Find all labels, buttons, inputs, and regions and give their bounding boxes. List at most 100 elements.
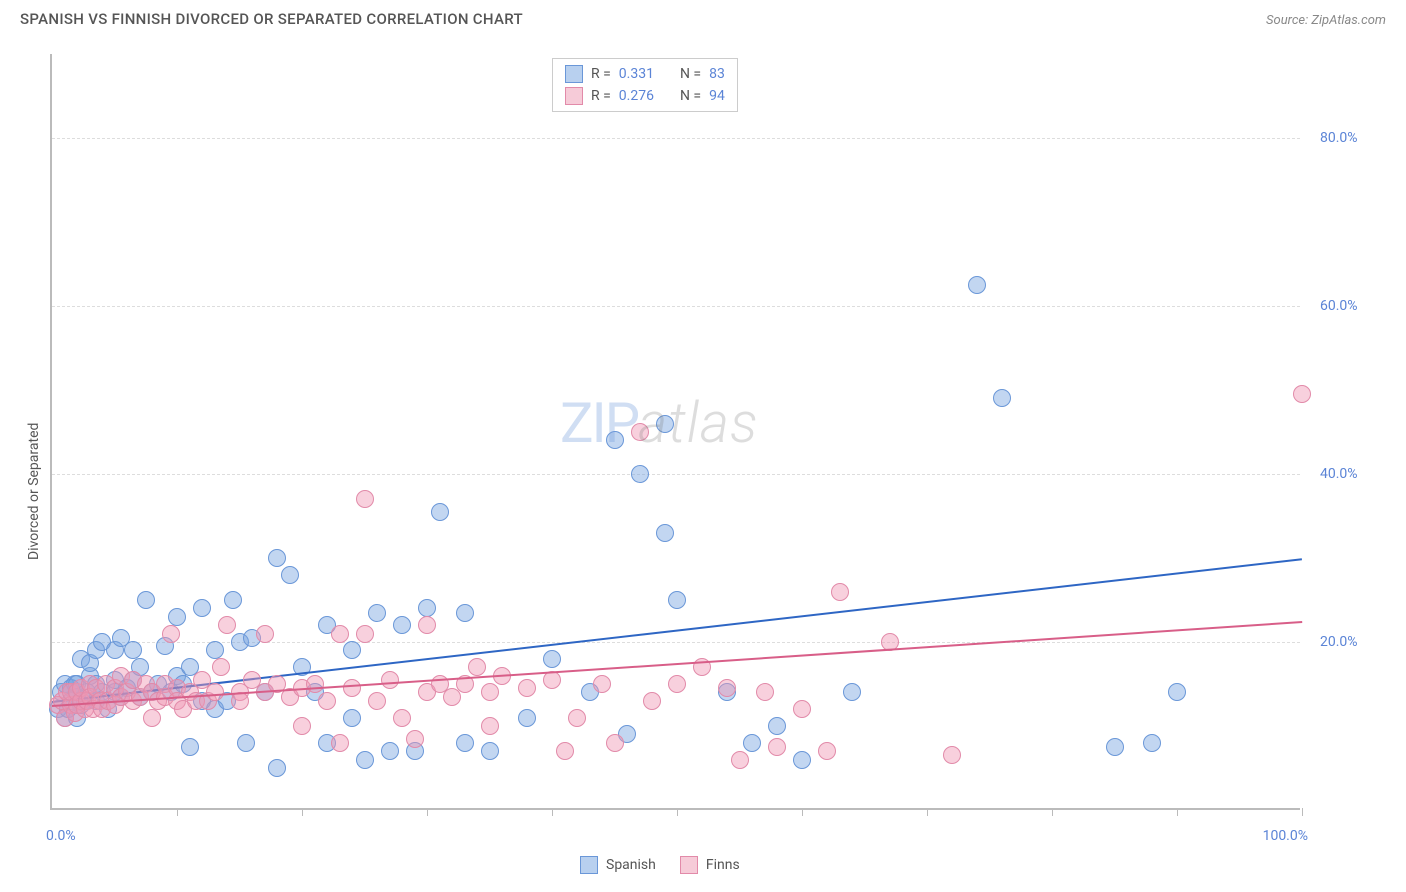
chart-title: SPANISH VS FINNISH DIVORCED OR SEPARATED… [20, 10, 523, 28]
legend-r-label: R = [591, 66, 611, 82]
data-point [343, 641, 361, 659]
legend-series-label: Finns [706, 857, 740, 873]
legend-stats-row: R =0.276N =94 [565, 85, 725, 107]
data-point [306, 675, 324, 693]
data-point [224, 591, 242, 609]
data-point [293, 717, 311, 735]
y-tick-label: 60.0% [1320, 298, 1358, 314]
data-point [756, 683, 774, 701]
legend-n-label: N = [680, 66, 701, 82]
x-label-min: 0.0% [46, 828, 76, 844]
data-point [1106, 738, 1124, 756]
data-point [181, 738, 199, 756]
y-tick-label: 80.0% [1320, 130, 1358, 146]
x-tick [177, 808, 178, 816]
data-point [481, 742, 499, 760]
data-point [124, 641, 142, 659]
data-point [368, 692, 386, 710]
data-point [431, 503, 449, 521]
legend-n-value: 94 [709, 88, 725, 104]
data-point [168, 608, 186, 626]
data-point [606, 431, 624, 449]
legend-series-item: Finns [680, 856, 740, 874]
data-point [743, 734, 761, 752]
gridline [52, 306, 1300, 307]
legend-swatch-icon [580, 856, 598, 874]
data-point [318, 692, 336, 710]
data-point [381, 742, 399, 760]
legend-stats-row: R =0.331N =83 [565, 63, 725, 85]
legend-swatch-icon [565, 87, 583, 105]
data-point [1293, 385, 1311, 403]
data-point [831, 583, 849, 601]
x-tick [677, 808, 678, 816]
gridline [52, 474, 1300, 475]
x-tick [302, 808, 303, 816]
data-point [631, 465, 649, 483]
gridline [52, 138, 1300, 139]
data-point [593, 675, 611, 693]
legend-stats: R =0.331N =83R =0.276N =94 [552, 58, 738, 112]
data-point [668, 675, 686, 693]
data-point [718, 679, 736, 697]
data-point [518, 679, 536, 697]
data-point [568, 709, 586, 727]
data-point [968, 276, 986, 294]
data-point [768, 738, 786, 756]
legend-swatch-icon [680, 856, 698, 874]
data-point [343, 679, 361, 697]
data-point [818, 742, 836, 760]
data-point [656, 415, 674, 433]
y-axis-label: Divorced or Separated [26, 423, 42, 560]
legend-series-item: Spanish [580, 856, 656, 874]
data-point [1143, 734, 1161, 752]
x-tick [552, 808, 553, 816]
data-point [843, 683, 861, 701]
legend-swatch-icon [565, 65, 583, 83]
legend-r-label: R = [591, 88, 611, 104]
source-credit: Source: ZipAtlas.com [1266, 13, 1386, 28]
data-point [456, 604, 474, 622]
legend-n-label: N = [680, 88, 701, 104]
data-point [606, 734, 624, 752]
x-tick [427, 808, 428, 816]
x-tick [1177, 808, 1178, 816]
data-point [793, 700, 811, 718]
data-point [631, 423, 649, 441]
data-point [943, 746, 961, 764]
data-point [381, 671, 399, 689]
data-point [543, 650, 561, 668]
data-point [162, 625, 180, 643]
data-point [481, 683, 499, 701]
data-point [643, 692, 661, 710]
data-point [268, 549, 286, 567]
data-point [343, 709, 361, 727]
y-tick-label: 20.0% [1320, 634, 1358, 650]
data-point [206, 683, 224, 701]
data-point [518, 709, 536, 727]
data-point [356, 625, 374, 643]
data-point [418, 599, 436, 617]
data-point [731, 751, 749, 769]
data-point [993, 389, 1011, 407]
data-point [331, 734, 349, 752]
data-point [556, 742, 574, 760]
chart-header: SPANISH VS FINNISH DIVORCED OR SEPARATED… [0, 0, 1406, 34]
data-point [356, 490, 374, 508]
scatter-chart: 20.0%40.0%60.0%80.0%0.0%100.0% [50, 54, 1300, 810]
legend-series-label: Spanish [606, 857, 656, 873]
data-point [193, 599, 211, 617]
data-point [668, 591, 686, 609]
data-point [368, 604, 386, 622]
x-tick [802, 808, 803, 816]
data-point [143, 709, 161, 727]
data-point [331, 625, 349, 643]
data-point [793, 751, 811, 769]
data-point [393, 616, 411, 634]
data-point [212, 658, 230, 676]
legend-r-value: 0.331 [619, 66, 654, 82]
data-point [1168, 683, 1186, 701]
data-point [237, 734, 255, 752]
data-point [393, 709, 411, 727]
data-point [406, 730, 424, 748]
